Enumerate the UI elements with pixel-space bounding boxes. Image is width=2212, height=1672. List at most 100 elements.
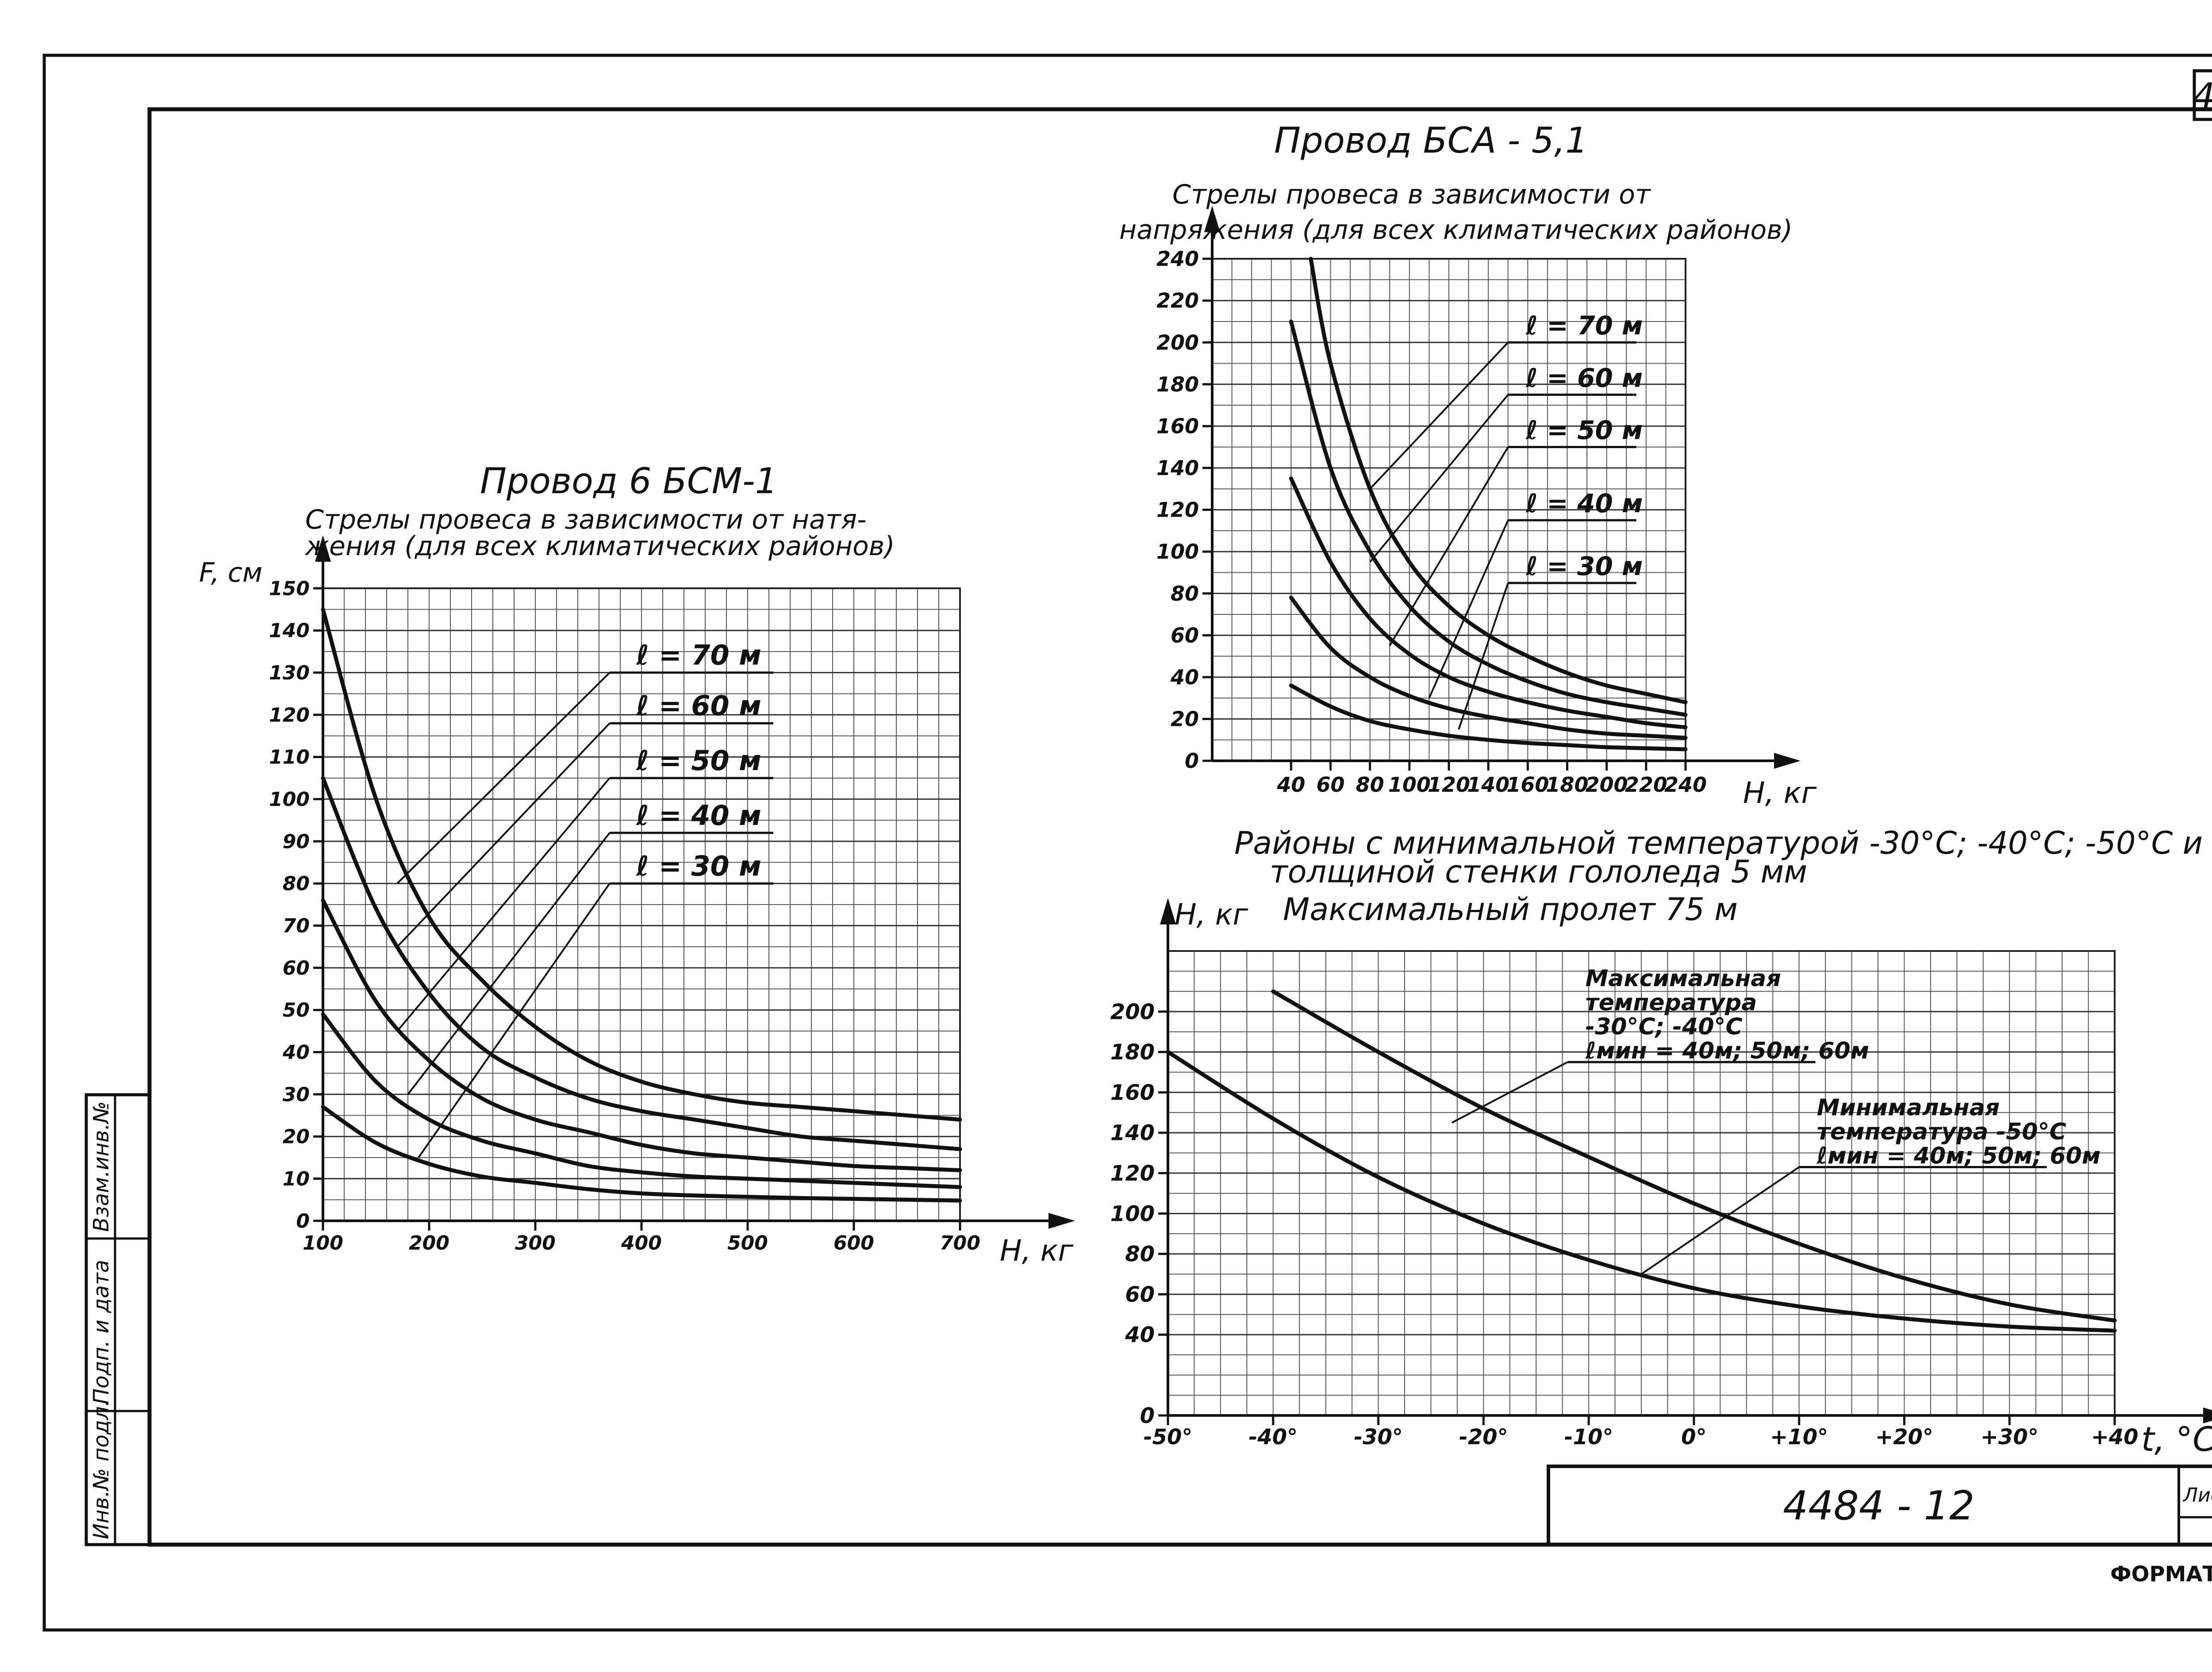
bsa-series-label-2: ℓ = 60 м [1525,363,1643,393]
bsm-leader-line-2 [396,722,611,947]
temp-series-label-2: Минимальная [1817,1094,2000,1121]
bsm-y-tick-label: 40 [282,1041,310,1064]
bsm-y-tick-label: 70 [283,915,310,937]
list-label: Лист [2182,1484,2212,1507]
temp-y-tick-label: 60 [1125,1282,1155,1307]
chart-bsm-ylabel: F, см [199,557,262,588]
temp-x-axis-arrow [2203,1407,2212,1423]
temp-y-tick-label: 160 [1110,1080,1155,1105]
bsm-y-axis-arrow [315,535,331,562]
bsa-series-line-2 [1289,319,1688,717]
bsm-y-tick-label: 60 [283,957,310,979]
chart-bsa-5-1: Провод БСА - 5,1 Стрелы провеса в зависи… [1119,120,1816,810]
bsa-y-tick-label: 80 [1171,582,1199,606]
temp-x-tick-label: +20° [1875,1425,1933,1450]
bsm-x-tick-label: 100 [303,1232,343,1254]
bsm-y-tick-label: 110 [269,746,310,769]
bsm-y-tick-label: 150 [269,577,310,600]
bsm-series-line-4 [321,1012,962,1189]
bsm-y-tick-label: 30 [283,1083,310,1106]
bsa-series-label-1: ℓ = 70 м [1525,311,1643,341]
bsa-series-line-5 [1289,683,1688,752]
chart-temp-subtitle-1: толщиной стенки гололеда 5 мм [1270,854,1807,890]
chart-bsa-title: Провод БСА - 5,1 [1274,120,1588,161]
format-label: ФОРМАТ А3 [2110,1562,2212,1587]
stamp-inventory-label: Инв.№ подл. [89,1400,114,1539]
bsa-series-line-4 [1289,595,1688,740]
chart-bsa-plot: 40 60 80 1001201401601802002202400204060801… [1156,206,1801,797]
temp-y-tick-label: 140 [1110,1121,1155,1146]
bsa-y-tick-label: 0 [1185,749,1199,773]
temp-x-tick-label: +40 [2091,1425,2138,1450]
bsa-x-tick-label: 60 [1316,773,1344,797]
bsa-y-axis-arrow [1204,206,1220,232]
bsm-leader-line-3 [396,777,611,1032]
chart-bsm-subtitle-2: жения (для всех климатических районов) [304,531,895,562]
temp-x-tick-label: -50° [1144,1425,1193,1450]
bsm-series-label-5: ℓ = 30 м [636,850,761,882]
outer-frame [42,54,2212,1632]
bsa-x-tick-label: 40 [1276,773,1305,797]
bsa-leader-line-5 [1458,583,1509,730]
bsm-series-line-2 [321,776,962,1151]
temp-x-tick-label: -20° [1459,1425,1508,1450]
chart-temp-title: Районы с минимальной температурой -30°С;… [1234,825,2203,861]
side-stamp-frame [84,1093,151,1546]
bsa-series-label-4: ℓ = 40 м [1525,488,1643,518]
bsm-y-tick-label: 130 [269,662,310,684]
temp-y-tick-label: 120 [1110,1161,1155,1186]
chart-bsa-subtitle-2: напряжения (для всех климатических район… [1119,215,1793,245]
chart-bsa-subtitle-1: Стрелы провеса в зависимости от [1172,179,1651,210]
bsm-y-tick-label: 10 [283,1168,310,1190]
bsm-x-tick-label: 200 [409,1232,449,1254]
bsm-y-tick-label: 90 [283,830,310,853]
bsa-x-tick-label: 220 [1625,773,1667,797]
bsm-series-line-1 [321,607,962,1122]
bsm-x-tick-label: 700 [940,1232,980,1254]
chart-temp-ylabel: Н, кг [1175,897,1248,932]
bsa-leader-line-4 [1428,520,1509,698]
chart-bsm-title: Провод 6 БСМ-1 [480,460,778,502]
bsm-series-label-4: ℓ = 40 м [636,799,761,832]
temp-series-line-1 [1271,989,2117,1323]
temp-series-label-1: -30°С; -40°С [1586,1013,1743,1040]
temp-series-label-2: ℓмин = 40м; 50м; 60м [1816,1143,2101,1169]
bsa-y-tick-label: 220 [1156,289,1199,313]
bsa-y-tick-label: 100 [1156,540,1199,564]
bsa-leader-line-3 [1389,446,1509,646]
chart-temp-plot: -50° -40° -30° -20° -10° 0° +10° +20° +30° +40 0 40… [1110,898,2212,1450]
title-block-frame [1547,1465,2212,1546]
bsa-y-tick-label: 240 [1156,247,1199,271]
bsa-x-tick-label: 80 [1356,773,1384,797]
bsa-x-tick-label: 140 [1467,773,1509,797]
bsa-series-label-5: ℓ = 30 м [1525,551,1643,581]
temp-leader-line-1 [1452,1061,1568,1124]
bsm-x-tick-label: 600 [833,1232,874,1254]
sheet-number-box [2193,69,2212,121]
temp-x-tick-label: -40° [1248,1425,1298,1450]
bsm-series-label-1: ℓ = 70 м [636,639,761,671]
document-code: 4484 - 12 [1783,1483,1974,1529]
bsa-x-axis-arrow [1774,753,1801,769]
bsm-leader-line-1 [396,672,611,884]
temp-x-tick-label: -10° [1564,1425,1613,1450]
bsa-leader-line-1 [1369,341,1509,490]
chart-temperature: Районы с минимальной температурой -30°С;… [1110,825,2212,1459]
temp-y-axis-arrow [1160,898,1176,924]
temp-series-label-1: Максимальная [1586,965,1781,992]
bsa-series-label-3: ℓ = 50 м [1525,415,1643,445]
temp-y-tick-label: 80 [1125,1242,1155,1267]
bsa-x-tick-label: 120 [1428,773,1470,797]
sheet-number: 48 [2193,76,2212,117]
bsm-y-tick-label: 100 [269,788,310,811]
bsm-x-axis-arrow [1048,1213,1075,1229]
bsm-series-line-3 [321,898,962,1173]
bsa-y-tick-label: 20 [1171,707,1199,731]
bsa-y-tick-label: 120 [1156,498,1199,522]
temp-y-tick-label: 100 [1110,1201,1155,1226]
side-stamp: Инв.№ подл. Подп. и дата Взам.инв.№ [84,1093,151,1546]
chart-bsm-plot: 100 200 300 400 500 600 700 0 10 20 30 40 50 60 70 80 90… [269,535,1075,1254]
temp-series-label-1: ℓмин = 40м; 50м; 60м [1585,1038,1870,1064]
